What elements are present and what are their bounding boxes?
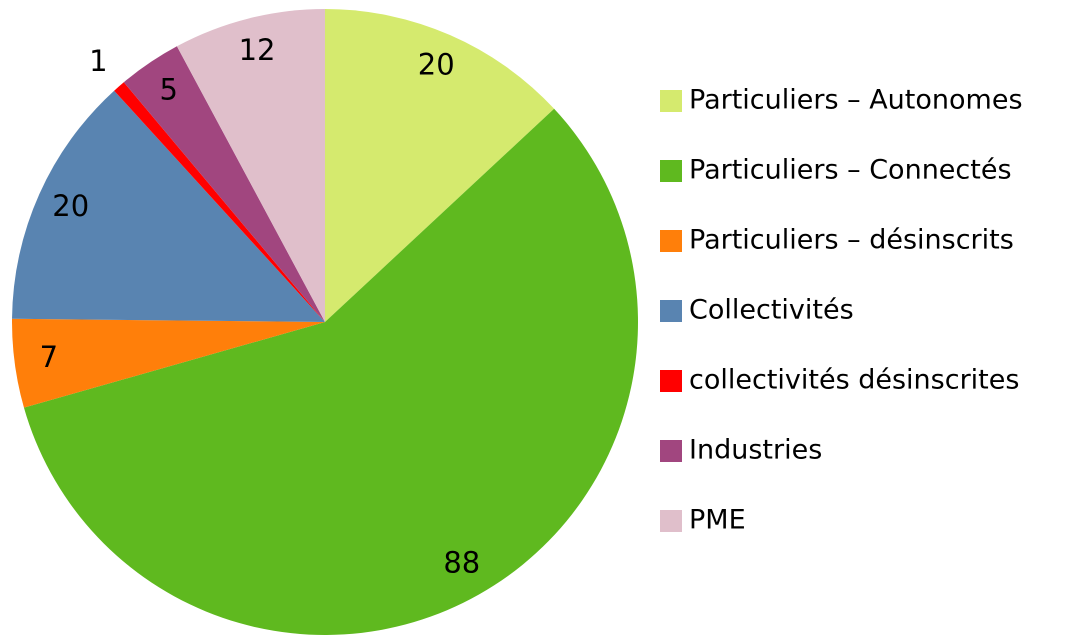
legend-swatch [660, 300, 682, 322]
legend-swatch [660, 510, 682, 532]
legend-label: PME [689, 505, 746, 536]
pie-slice [12, 90, 325, 322]
legend-label: Industries [689, 435, 822, 466]
legend-label: Collectivités [689, 295, 854, 326]
pie-slice [123, 46, 325, 322]
legend-label: collectivités désinscrites [689, 365, 1019, 396]
pie-slice [325, 9, 555, 322]
legend-label: Particuliers – désinscrits [689, 225, 1014, 256]
legend-label: Particuliers – Autonomes [689, 85, 1023, 116]
data-label: 88 [443, 546, 480, 580]
data-label: 20 [418, 48, 455, 82]
legend-label: Particuliers – Connectés [689, 155, 1012, 186]
data-label: 5 [160, 72, 178, 106]
legend-swatch [660, 90, 682, 112]
legend-swatch [660, 230, 682, 252]
pie-slice [23, 108, 639, 636]
data-label: 7 [40, 340, 58, 374]
legend-swatch [660, 440, 682, 462]
legend-swatch [660, 370, 682, 392]
pie-slice [114, 82, 325, 322]
data-label: 12 [239, 33, 276, 67]
legend-swatch [660, 160, 682, 182]
pie-slice [11, 318, 325, 408]
pie-slice [176, 9, 325, 322]
data-label: 1 [89, 44, 107, 78]
data-label: 20 [52, 189, 89, 223]
